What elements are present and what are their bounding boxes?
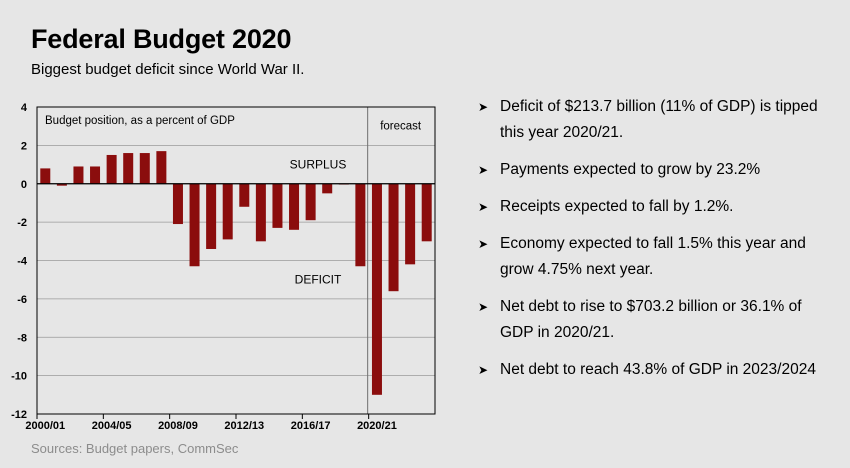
source-note: Sources: Budget papers, CommSec [31, 441, 239, 456]
bullet-list: ➤ Deficit of $213.7 billion (11% of GDP) … [478, 94, 828, 394]
bar-2016/17 [305, 183, 316, 221]
forecast-label: forecast [380, 120, 422, 132]
x-tick-label: 2004/05 [92, 420, 132, 432]
arrow-bullet-icon: ➤ [478, 100, 489, 114]
bar-2001/02 [56, 183, 67, 186]
y-tick-label: 2 [21, 140, 27, 152]
x-tick-label: 2016/17 [291, 420, 331, 432]
bar-2017/18 [322, 183, 333, 194]
bar-2008/09 [172, 183, 183, 225]
y-tick-label: -8 [17, 332, 27, 344]
y-tick-label: 0 [21, 179, 27, 191]
bullet-item: ➤ Net debt to reach 43.8% of GDP in 2023/… [478, 357, 828, 383]
arrow-bullet-icon: ➤ [478, 300, 489, 314]
x-tick-label: 2020/21 [357, 420, 397, 432]
deficit-label: DEFICIT [295, 273, 342, 287]
x-tick-label: 2012/13 [224, 420, 264, 432]
bullet-item: ➤ Net debt to rise to $703.2 billion or 3… [478, 294, 828, 346]
y-tick-label: -4 [17, 256, 28, 268]
arrow-bullet-icon: ➤ [478, 163, 489, 177]
chart-title: Budget position, as a percent of GDP [45, 115, 235, 127]
bar-2015/16 [289, 183, 300, 230]
bar-2023/24 [421, 183, 432, 242]
bullet-item: ➤ Payments expected to grow by 23.2% [478, 157, 828, 183]
bullet-text: Deficit of $213.7 billion (11% of GDP) i… [500, 98, 818, 141]
x-tick-label: 2000/01 [25, 420, 65, 432]
bar-2014/15 [272, 183, 283, 228]
bullet-text: Receipts expected to fall by 1.2%. [500, 198, 734, 215]
bar-2007/08 [156, 151, 167, 184]
bar-2003/04 [90, 166, 101, 184]
y-tick-label: -6 [17, 294, 27, 306]
y-tick-label: 4 [21, 102, 28, 114]
arrow-bullet-icon: ➤ [478, 237, 489, 251]
bar-2022/23 [405, 183, 416, 265]
y-tick-label: -2 [17, 217, 27, 229]
bar-2011/12 [222, 183, 233, 240]
bar-2019/20 [355, 183, 366, 267]
bar-2012/13 [239, 183, 250, 207]
bar-2020/21 [371, 183, 382, 395]
bullet-text: Net debt to rise to $703.2 billion or 36… [500, 298, 802, 341]
bar-2000/01 [40, 168, 51, 184]
surplus-label: SURPLUS [290, 158, 347, 172]
x-tick-label: 2008/09 [158, 420, 198, 432]
bar-2009/10 [189, 183, 200, 267]
bullet-item: ➤ Deficit of $213.7 billion (11% of GDP) … [478, 94, 828, 146]
bar-2013/14 [255, 183, 266, 242]
bar-2002/03 [73, 166, 84, 184]
bullet-item: ➤ Economy expected to fall 1.5% this year… [478, 231, 828, 283]
bar-2004/05 [106, 154, 117, 184]
bar-2006/07 [139, 153, 150, 184]
y-tick-label: -10 [11, 371, 27, 383]
bullet-text: Payments expected to grow by 23.2% [500, 161, 761, 178]
bar-2021/22 [388, 183, 399, 292]
bar-2005/06 [123, 153, 134, 184]
bullet-text: Economy expected to fall 1.5% this year … [500, 235, 806, 278]
arrow-bullet-icon: ➤ [478, 363, 489, 377]
bar-2010/11 [206, 183, 217, 249]
page-subtitle: Biggest budget deficit since World War I… [31, 61, 305, 78]
y-tick-label: -12 [11, 409, 27, 421]
bullet-item: ➤ Receipts expected to fall by 1.2%. [478, 194, 828, 220]
bullet-text: Net debt to reach 43.8% of GDP in 2023/2… [500, 361, 816, 378]
page-title: Federal Budget 2020 [31, 24, 292, 54]
arrow-bullet-icon: ➤ [478, 200, 489, 214]
